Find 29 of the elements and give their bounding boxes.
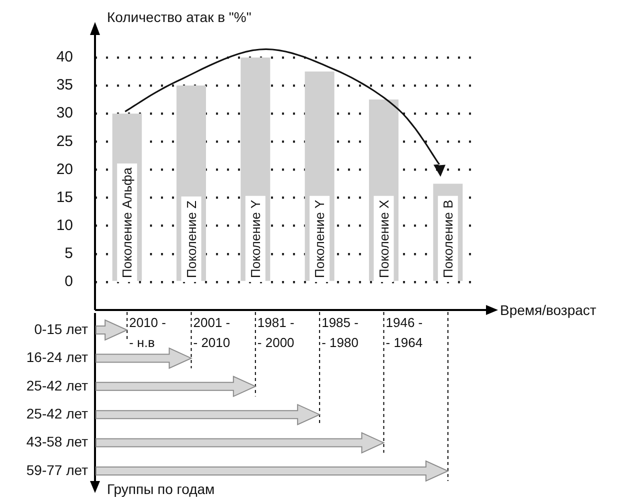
y-tick-label: 10 [56, 216, 73, 234]
text: 2010 - - н.в [129, 315, 166, 350]
x-tick-label: Поколение Альфа [120, 166, 135, 278]
y-axis-title: Количество атак в "%" [107, 9, 252, 25]
text: 59-77 лет [26, 462, 89, 478]
text: 25-42 лет [26, 405, 89, 422]
y-tick-label: 20 [56, 160, 73, 178]
text: 0-15 лет [34, 320, 89, 337]
y-tick-label: 0 [64, 273, 73, 290]
text: 1985 - - 1980 [322, 315, 358, 350]
text: 43-58 лет [26, 434, 89, 450]
x-tick-label: Поколение В [440, 200, 456, 278]
y-tick-label: 25 [56, 132, 73, 150]
y-tick-label: 5 [64, 245, 73, 262]
text: 1946 - - 1964 [386, 315, 423, 350]
text: 16-24 лет [26, 349, 89, 366]
text: 1981 - - 2000 [257, 315, 294, 350]
y-tick-label: 40 [56, 48, 73, 66]
x-tick-label: Поколение Y [312, 199, 328, 278]
x-tick-label: Поколение Y [248, 199, 263, 278]
text: Группы по годам [107, 481, 215, 497]
x-tick-label: Поколение Z [184, 200, 199, 278]
y-tick-label: 15 [56, 188, 73, 206]
text: 25-42 лет [26, 377, 89, 394]
y-tick-label: 30 [56, 104, 73, 122]
y-tick-label: 35 [56, 76, 73, 94]
x-axis-title: Время/возраст [500, 302, 597, 318]
text: 2001 - - 2010 [193, 315, 230, 350]
x-tick-label: Поколение X [376, 199, 392, 278]
